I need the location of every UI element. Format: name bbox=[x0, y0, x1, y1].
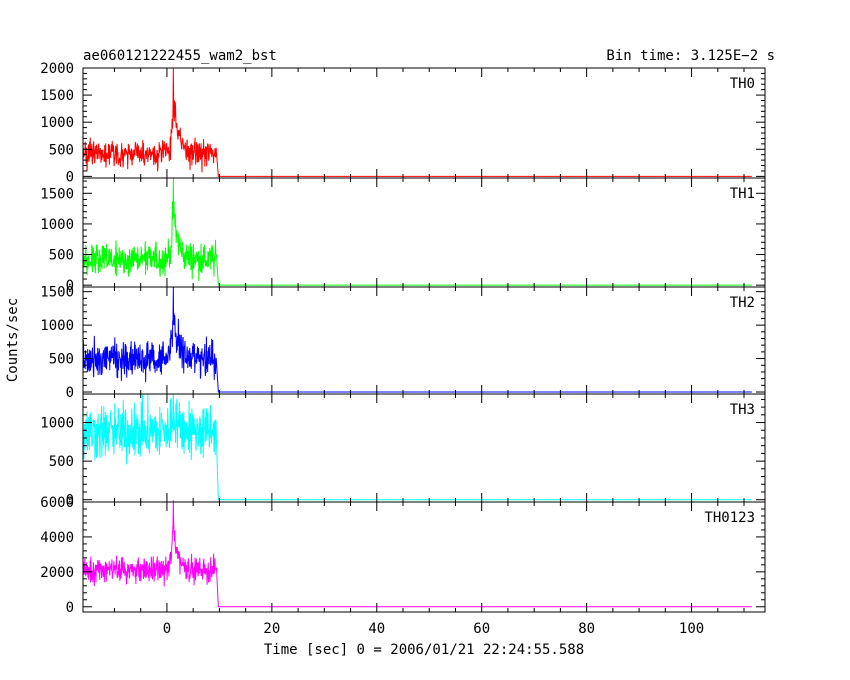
x-tick-label: 40 bbox=[368, 621, 385, 637]
x-axis-label: Time [sec] 0 = 2006/01/21 22:24:55.588 bbox=[264, 642, 584, 658]
panel-frame bbox=[82, 177, 766, 288]
y-tick-label: 1000 bbox=[40, 416, 74, 432]
y-tick-label: 0 bbox=[66, 600, 74, 616]
panel-label: TH2 bbox=[730, 295, 755, 311]
bin-time-label: Bin time: 3.125E−2 s bbox=[606, 48, 775, 64]
y-tick-label: 500 bbox=[49, 454, 74, 470]
panel-th0: 0 500 1000 1500 2000 TH0 bbox=[40, 61, 766, 185]
panel-th2: 0 500 1000 1500 TH2 bbox=[40, 285, 766, 401]
x-tick-label: 20 bbox=[263, 621, 280, 637]
series-line-th2 bbox=[82, 286, 752, 393]
y-tick-label: 1500 bbox=[40, 285, 74, 301]
y-tick-label: 500 bbox=[49, 352, 74, 368]
y-tick-label: 1000 bbox=[40, 115, 74, 131]
y-tick-label: 6000 bbox=[40, 495, 74, 511]
panel-label: TH3 bbox=[730, 402, 755, 418]
panel-th0123: 0 2000 4000 6000 TH0123 bbox=[40, 495, 766, 616]
y-tick-label: 0 bbox=[66, 169, 74, 185]
panel-frame bbox=[82, 393, 766, 503]
panel-label: TH1 bbox=[730, 186, 755, 202]
chart-title: ae060121222455_wam2_bst bbox=[83, 48, 277, 64]
y-tick-label: 0 bbox=[66, 493, 74, 509]
y-tick-label: 500 bbox=[49, 142, 74, 158]
y-tick-label: 500 bbox=[49, 248, 74, 264]
y-tick-label: 0 bbox=[66, 278, 74, 294]
series-line-th1 bbox=[82, 177, 752, 286]
panel-frame bbox=[82, 501, 766, 613]
x-tick-label: 60 bbox=[473, 621, 490, 637]
series-line-th0123 bbox=[82, 500, 752, 608]
panel-label: TH0 bbox=[730, 76, 755, 92]
panel-frame bbox=[82, 286, 766, 395]
panel-frame bbox=[82, 67, 766, 179]
panel-label: TH0123 bbox=[704, 510, 755, 526]
y-tick-label: 2000 bbox=[40, 61, 74, 77]
series-line-th0 bbox=[82, 67, 752, 177]
y-tick-label: 1000 bbox=[40, 217, 74, 233]
panel-th1: 0 500 1000 1500 TH1 bbox=[40, 177, 766, 294]
y-tick-label: 1000 bbox=[40, 318, 74, 334]
y-tick-label: 4000 bbox=[40, 530, 74, 546]
y-tick-label: 1500 bbox=[40, 186, 74, 202]
x-tick-label: 0 bbox=[163, 621, 171, 637]
x-tick-label: 80 bbox=[578, 621, 595, 637]
series-line-th3 bbox=[82, 393, 752, 501]
y-tick-label: 0 bbox=[66, 385, 74, 401]
y-axis-label: Counts/sec bbox=[5, 298, 21, 382]
x-tick-label: 100 bbox=[679, 621, 704, 637]
y-tick-label: 2000 bbox=[40, 565, 74, 581]
y-tick-label: 1500 bbox=[40, 88, 74, 104]
panel-th3: 0 500 1000 TH3 bbox=[40, 393, 766, 509]
